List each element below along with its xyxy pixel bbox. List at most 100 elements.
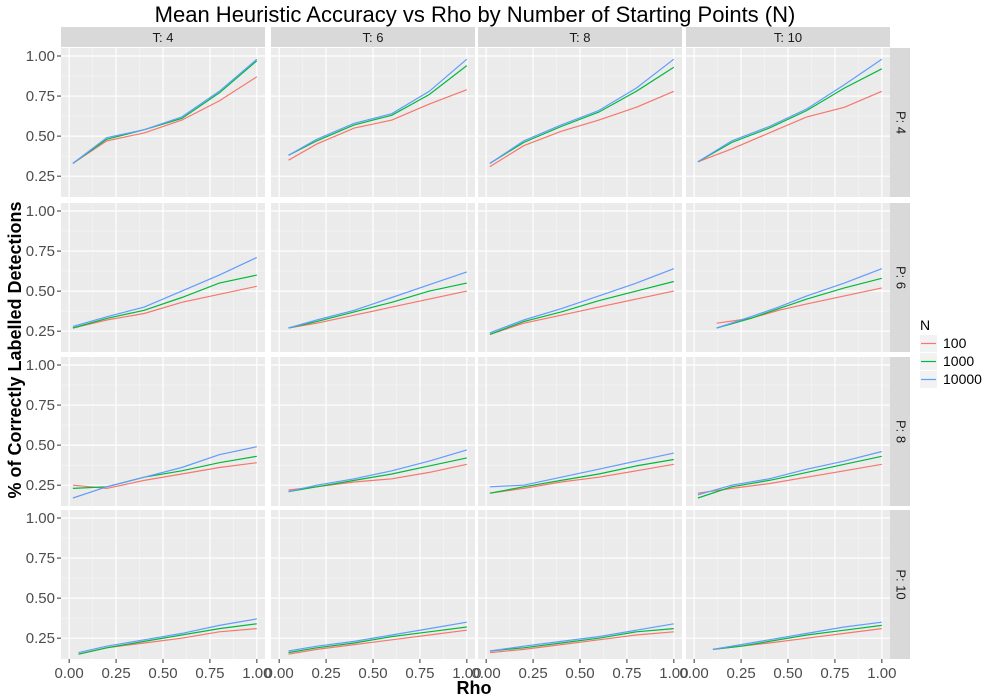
series-line-100 xyxy=(489,90,675,168)
legend-label: 1000 xyxy=(943,353,974,369)
y-tick-label: 1.00 xyxy=(26,510,55,527)
series-line-1000 xyxy=(697,455,882,499)
x-tick-label: 0.50 xyxy=(773,665,802,682)
y-tick-label: 0.50 xyxy=(26,437,55,454)
y-tick-label: 1.00 xyxy=(26,357,55,374)
col-strip-label: T: 4 xyxy=(153,30,174,45)
col-strip xyxy=(61,27,265,47)
panel xyxy=(271,203,475,352)
x-tick-label: 1.00 xyxy=(452,665,481,682)
series-line-10000 xyxy=(712,621,882,650)
x-tick-label: 1.00 xyxy=(242,665,271,682)
series-line-100 xyxy=(697,90,883,163)
panel xyxy=(478,203,682,352)
x-tick-label: 1.00 xyxy=(867,665,896,682)
panel xyxy=(686,357,890,506)
series-line-100 xyxy=(489,290,674,335)
y-tick-label: 0.25 xyxy=(26,168,55,185)
col-strip-label: T: 8 xyxy=(570,30,591,45)
y-tick-label: 0.25 xyxy=(26,477,55,494)
series-line-10000 xyxy=(288,449,467,493)
y-tick-label: 1.00 xyxy=(26,48,55,65)
panel xyxy=(478,357,682,506)
x-tick-label: 0.00 xyxy=(472,665,501,682)
legend-title: N xyxy=(920,317,930,333)
legend-label: 100 xyxy=(943,335,967,351)
chart-title: Mean Heuristic Accuracy vs Rho by Number… xyxy=(155,2,796,27)
y-tick-label: 0.25 xyxy=(26,630,55,647)
row-strip xyxy=(890,357,910,506)
series-line-1000 xyxy=(712,624,882,650)
y-tick-label: 0.75 xyxy=(26,550,55,567)
row-strip-label: P: 4 xyxy=(894,111,909,134)
x-tick-label: 0.00 xyxy=(680,665,709,682)
x-tick-label: 0.25 xyxy=(726,665,755,682)
series-line-1000 xyxy=(72,274,257,329)
legend: N 100 1000 10000 xyxy=(920,317,982,388)
row-strip xyxy=(890,510,910,659)
series-line-10000 xyxy=(72,58,258,164)
y-tick-label: 0.50 xyxy=(26,590,55,607)
series-line-10000 xyxy=(72,256,258,327)
row-strip-label: P: 6 xyxy=(894,266,909,289)
series-line-1000 xyxy=(72,60,258,164)
series-line-1000 xyxy=(288,457,467,493)
panel xyxy=(61,203,265,352)
series-line-100 xyxy=(72,76,258,164)
panel xyxy=(686,203,890,352)
series-line-10000 xyxy=(489,58,675,164)
x-tick-label: 0.75 xyxy=(405,665,434,682)
series-line-1000 xyxy=(288,626,467,654)
panel xyxy=(478,48,682,197)
x-tick-label: 1.00 xyxy=(659,665,688,682)
x-tick-label: 0.25 xyxy=(101,665,130,682)
series-line-10000 xyxy=(78,618,257,654)
panel xyxy=(686,48,890,197)
series-line-10000 xyxy=(489,623,674,652)
panel xyxy=(61,48,265,197)
series-line-10000 xyxy=(489,452,674,488)
x-tick-label: 0.50 xyxy=(565,665,594,682)
series-line-100 xyxy=(72,285,257,329)
series-line-1000 xyxy=(489,66,675,164)
col-strip xyxy=(478,27,682,47)
series-line-100 xyxy=(489,631,674,654)
col-strip-label: T: 6 xyxy=(363,30,384,45)
series-line-10000 xyxy=(72,446,257,499)
x-tick-label: 0.75 xyxy=(195,665,224,682)
panel xyxy=(478,510,682,659)
x-tick-label: 0.25 xyxy=(311,665,340,682)
x-axis-title: Rho xyxy=(457,678,492,698)
series-line-100 xyxy=(288,290,467,329)
series-line-1000 xyxy=(489,628,674,652)
series-line-1000 xyxy=(716,277,882,329)
row-strip xyxy=(890,203,910,352)
series-line-100 xyxy=(72,462,257,490)
series-line-10000 xyxy=(697,450,882,496)
series-line-100 xyxy=(288,629,467,655)
panel xyxy=(61,357,265,506)
y-tick-label: 0.75 xyxy=(26,397,55,414)
series-line-1000 xyxy=(489,280,674,335)
series-line-10000 xyxy=(697,58,883,163)
y-tick-label: 0.50 xyxy=(26,283,55,300)
x-tick-label: 0.50 xyxy=(358,665,387,682)
facet-grid: T: 4 T: 6 T: 8 T: 10 P: 4 P: 6 P: 8 P: 10 0.25 0.… xyxy=(26,27,910,682)
panel xyxy=(271,48,475,197)
series-line-1000 xyxy=(489,458,674,494)
x-tick-label: 0.00 xyxy=(265,665,294,682)
x-tick-label: 0.75 xyxy=(612,665,641,682)
col-strip xyxy=(271,27,475,47)
x-tick-label: 0.25 xyxy=(518,665,547,682)
col-strip xyxy=(686,27,890,47)
x-tick-label: 0.75 xyxy=(820,665,849,682)
series-line-10000 xyxy=(288,271,467,329)
series-line-1000 xyxy=(72,455,257,489)
x-tick-label: 0.50 xyxy=(148,665,177,682)
series-line-1000 xyxy=(288,65,468,156)
series-line-10000 xyxy=(288,58,468,156)
col-strip-label: T: 10 xyxy=(774,30,802,45)
series-line-1000 xyxy=(78,623,257,655)
y-tick-label: 0.75 xyxy=(26,243,55,260)
